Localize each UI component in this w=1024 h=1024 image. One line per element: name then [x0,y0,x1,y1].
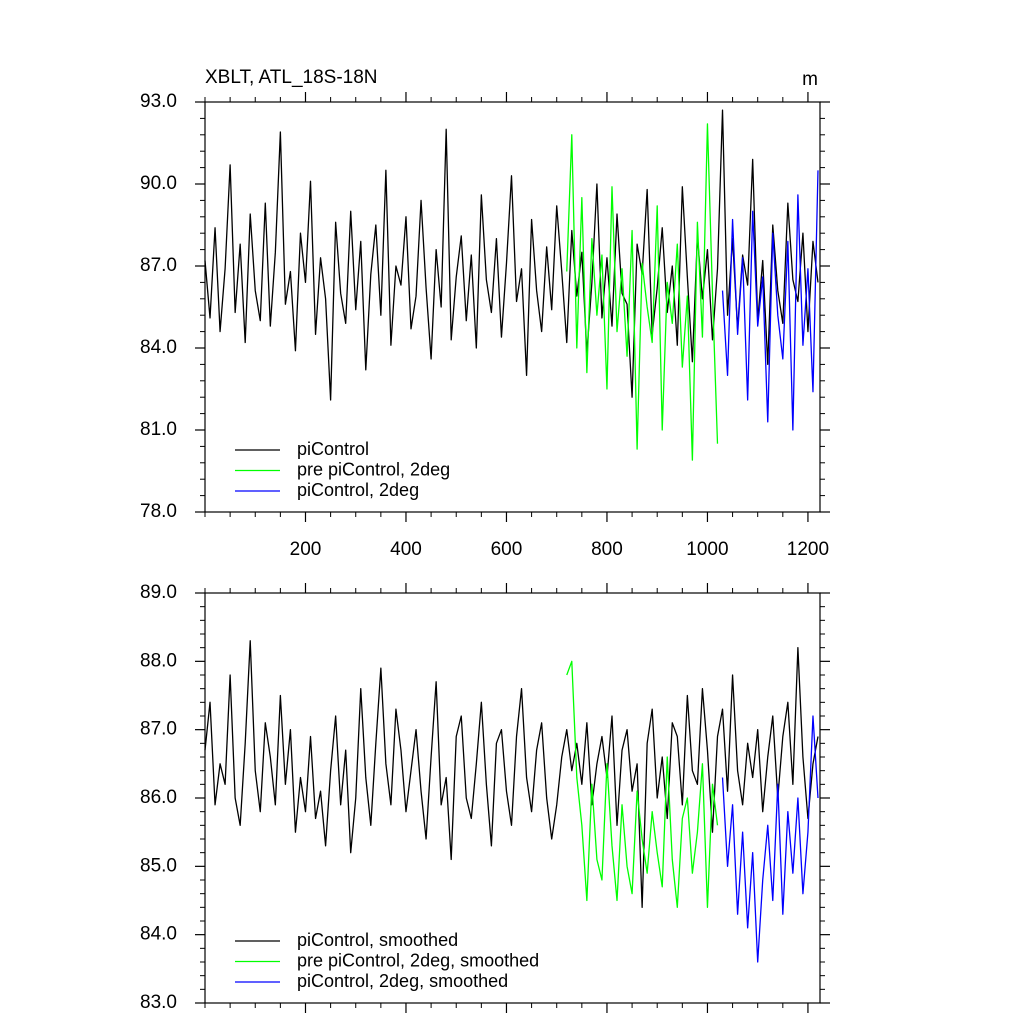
legend-label: piControl, 2deg [297,480,419,500]
x-tick-label: 800 [591,539,623,560]
y-tick-label: 88.0 [140,650,177,671]
y-tick-label: 86.0 [140,787,177,808]
x-tick-label: 1200 [787,539,829,560]
y-tick-label: 83.0 [140,992,177,1013]
chart-title: XBLT, ATL_18S-18N [205,67,378,88]
legend-label: pre piControl, 2deg [297,459,450,479]
series-line [566,660,719,908]
legend-label: piControl, smoothed [297,930,458,950]
y-tick-label: 78.0 [140,501,177,522]
x-tick-label: 600 [491,539,523,560]
x-tick-label: 400 [390,539,422,560]
y-tick-label: 81.0 [140,419,177,440]
y-tick-label: 84.0 [140,924,177,945]
plot-frame [204,101,821,513]
series-line [566,123,719,461]
y-tick-label: 90.0 [140,173,177,194]
legend-label: piControl, 2deg, smoothed [297,971,508,991]
y-tick-label: 85.0 [140,855,177,876]
series-line [204,109,819,401]
y-tick-label: 87.0 [140,719,177,740]
x-tick-label: 1000 [686,539,728,560]
series-line [204,640,819,908]
y-tick-label: 89.0 [140,582,177,603]
series-line [721,715,819,963]
units-label: m [802,69,818,90]
legend-label: pre piControl, 2deg, smoothed [297,950,539,970]
y-tick-label: 84.0 [140,337,177,358]
series-line [721,170,819,431]
y-tick-label: 87.0 [140,255,177,276]
legend-label: piControl [297,439,369,459]
y-tick-label: 93.0 [140,91,177,112]
x-tick-label: 200 [290,539,322,560]
